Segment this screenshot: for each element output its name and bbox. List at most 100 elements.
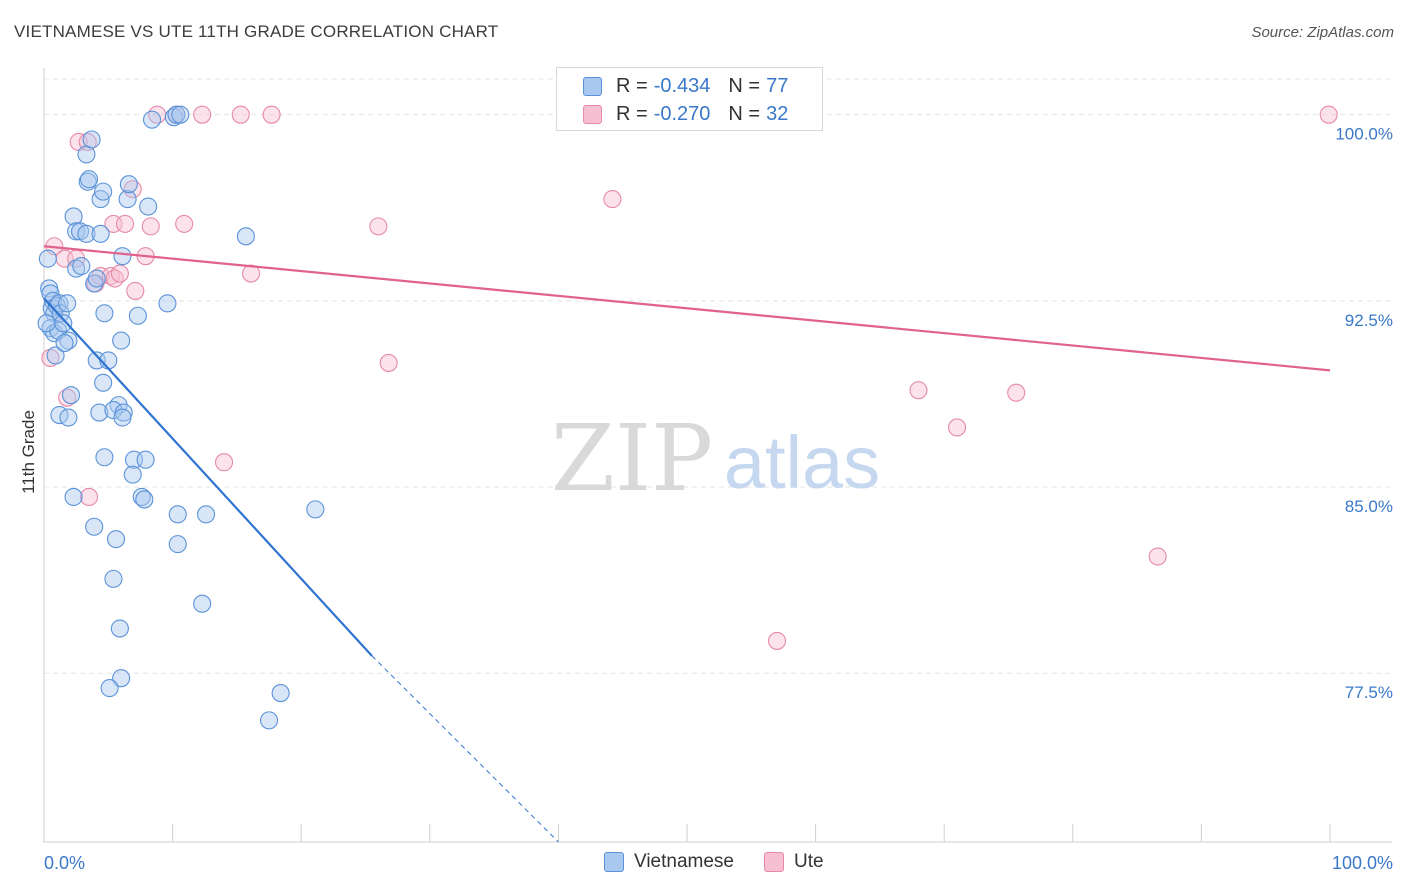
legend-n-label: N = <box>728 102 761 125</box>
vietnamese-point <box>135 490 154 509</box>
vietnamese-point <box>37 314 56 333</box>
vietnamese-point <box>38 249 57 268</box>
ute-points <box>41 105 1338 650</box>
vietnamese-point <box>79 170 99 189</box>
y-tick-label: 77.5% <box>1345 683 1393 702</box>
chart-source: Source: ZipAtlas.com <box>1251 24 1394 41</box>
series-legend: Vietnamese Ute <box>604 851 854 873</box>
series-legend-ute: Ute <box>764 851 824 873</box>
series-swatch-ute <box>764 852 784 872</box>
ute-point <box>369 217 388 236</box>
ute-point <box>214 453 234 472</box>
legend-row-ute: R = -0.270 N = 32 <box>583 101 788 127</box>
legend-n-value: 77 <box>766 74 789 97</box>
y-tick-label: 85.0% <box>1345 497 1393 516</box>
stats-legend: R = -0.434 N = 77 R = -0.270 N = 32 <box>556 67 823 131</box>
vietnamese-point <box>119 175 138 194</box>
vietnamese-point <box>113 408 132 427</box>
vietnamese-point <box>87 269 106 288</box>
ute-point <box>1148 547 1167 566</box>
vietnamese-point <box>106 530 126 549</box>
vietnamese-point <box>54 314 73 333</box>
ute-point <box>262 105 281 124</box>
vietnamese-point <box>168 505 187 524</box>
ute-point <box>231 105 250 124</box>
vietnamese-point <box>259 711 279 730</box>
vietnamese-point <box>139 197 158 216</box>
vietnamese-point <box>142 110 162 129</box>
ute-point <box>175 214 194 233</box>
vietnamese-point <box>112 669 131 688</box>
vietnamese-point <box>171 105 190 124</box>
vietnamese-point <box>85 274 104 293</box>
vietnamese-point <box>100 679 119 698</box>
series-swatch-vietnamese <box>604 852 624 872</box>
ute-point <box>115 214 135 233</box>
vietnamese-point <box>128 306 147 325</box>
vietnamese-point <box>55 334 74 353</box>
legend-r-value: -0.434 <box>653 74 711 97</box>
ute-point <box>110 264 129 283</box>
vietnamese-trend-line <box>43 297 373 657</box>
vietnamese-point <box>306 500 325 519</box>
vietnamese-point <box>95 304 114 323</box>
series-label-ute: Ute <box>794 851 824 872</box>
ute-point <box>41 348 60 367</box>
x-tick-label: 100.0% <box>1332 853 1393 873</box>
vietnamese-point <box>77 224 96 243</box>
legend-row-vietnamese: R = -0.434 N = 77 <box>583 73 788 99</box>
trend-lines <box>43 245 1331 843</box>
vietnamese-point <box>58 294 77 313</box>
vietnamese-point <box>112 331 131 350</box>
watermark-atlas: atlas <box>724 421 880 504</box>
vietnamese-point <box>123 465 142 484</box>
vietnamese-point <box>72 257 91 276</box>
ute-point <box>948 418 967 437</box>
ute-point <box>909 381 928 400</box>
ute-point <box>241 264 261 283</box>
vietnamese-point <box>64 487 83 507</box>
y-tick-label: 100.0% <box>1335 125 1393 144</box>
vietnamese-point <box>132 487 151 507</box>
ute-point <box>141 217 160 236</box>
ute-point <box>105 269 124 288</box>
vietnamese-point <box>90 403 109 422</box>
vietnamese-point <box>136 450 155 469</box>
vietnamese-point <box>67 259 86 278</box>
axis-labels: 77.5% 85.0% 92.5% 100.0% 0.0% 100.0% 11th Grad… <box>19 125 1393 873</box>
legend-r-label: R = <box>616 102 648 125</box>
vietnamese-trend-extension <box>371 655 559 843</box>
vietnamese-point <box>64 207 83 226</box>
ute-point <box>126 281 145 300</box>
vietnamese-point <box>158 294 177 313</box>
grid-lines <box>44 78 1392 674</box>
legend-swatch-ute <box>583 104 602 124</box>
series-label-vietnamese: Vietnamese <box>634 851 734 872</box>
y-axis-label: 11th Grade <box>19 410 38 494</box>
y-tick-label: 92.5% <box>1345 311 1393 330</box>
chart-title: VIETNAMESE VS UTE 11TH GRADE CORRELATION… <box>14 22 499 41</box>
ute-point <box>79 487 99 507</box>
vietnamese-point <box>113 247 132 266</box>
vietnamese-point <box>104 569 123 588</box>
series-legend-vietnamese: Vietnamese <box>604 851 734 873</box>
legend-swatch-vietnamese <box>583 76 602 96</box>
legend-r-label: R = <box>616 74 648 97</box>
vietnamese-point <box>118 190 137 209</box>
watermark: ZIP atlas <box>551 405 880 512</box>
ute-point <box>193 105 212 124</box>
ute-point <box>767 631 787 650</box>
axes <box>43 68 1392 843</box>
vietnamese-point <box>61 386 81 405</box>
vietnamese-point <box>91 224 110 243</box>
vietnamese-point <box>85 517 104 536</box>
vietnamese-point <box>94 373 113 392</box>
vietnamese-point <box>46 346 65 365</box>
ute-point <box>1319 105 1338 124</box>
vietnamese-point <box>193 594 212 613</box>
x-tick-label: 0.0% <box>44 853 85 873</box>
vietnamese-point <box>271 684 290 703</box>
vietnamese-point <box>168 535 187 554</box>
watermark-zip: ZIP <box>551 405 713 512</box>
